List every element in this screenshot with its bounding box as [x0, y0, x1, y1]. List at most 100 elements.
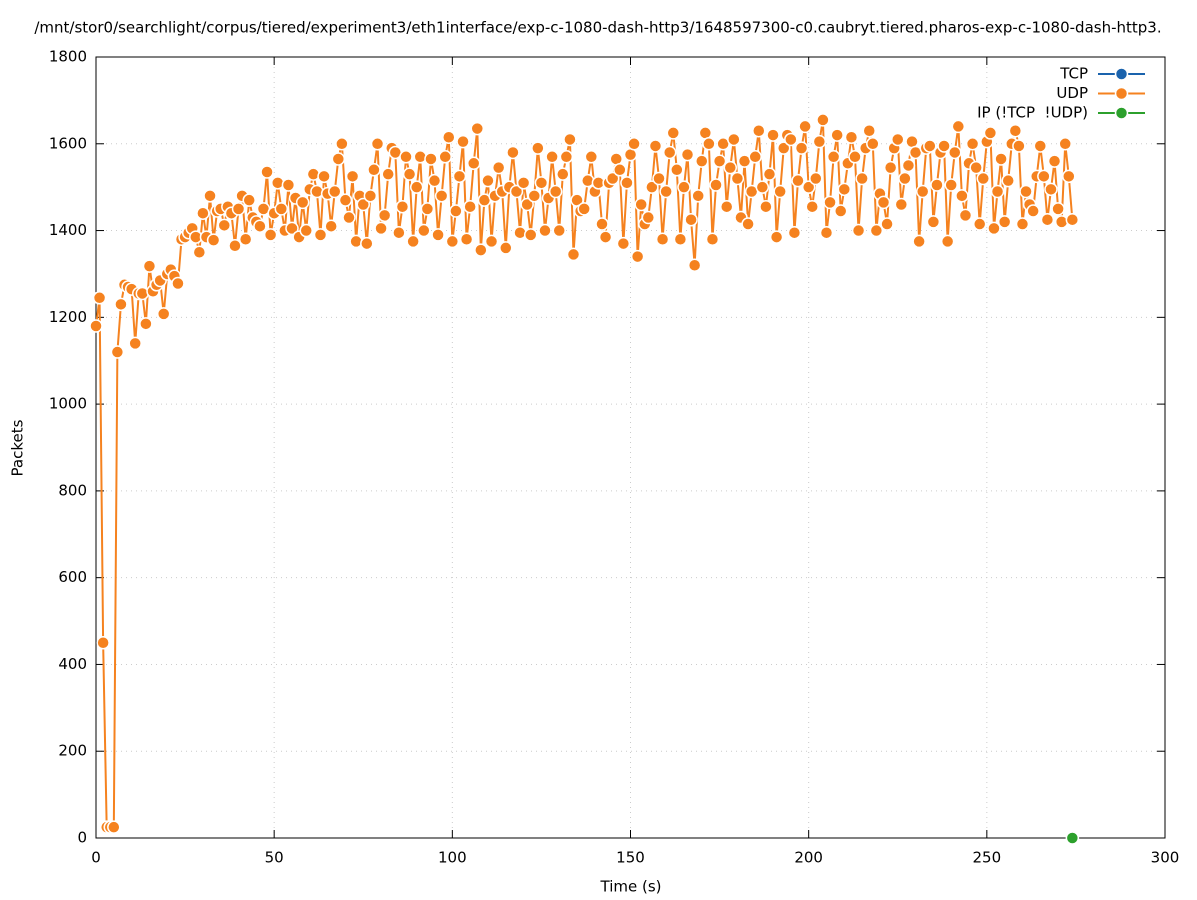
data-point [381, 167, 395, 181]
y-tick-label: 1200 [49, 308, 87, 326]
data-point [730, 171, 745, 186]
data-point [156, 307, 171, 321]
data-point [427, 173, 442, 188]
data-point [281, 178, 296, 192]
data-point [951, 119, 966, 134]
data-point [139, 317, 153, 331]
data-point [527, 189, 542, 203]
data-point [295, 195, 310, 210]
data-point [456, 134, 470, 149]
data-point [128, 336, 142, 351]
data-point [370, 137, 385, 151]
legend-entry: UDP [1056, 84, 1145, 102]
data-point [794, 141, 809, 155]
data-point [620, 176, 634, 190]
data-point [1012, 139, 1026, 153]
data-point [1026, 204, 1040, 218]
data-point [752, 124, 766, 138]
data-point [481, 173, 495, 188]
data-point [655, 232, 670, 246]
data-point [349, 234, 363, 249]
data-point [1040, 212, 1055, 227]
data-point [695, 154, 709, 168]
legend-label: UDP [1056, 84, 1088, 102]
legend-label: TCP [1059, 65, 1088, 83]
data-point [784, 132, 798, 147]
data-point [445, 234, 460, 249]
data-point [1015, 217, 1030, 231]
data-point [452, 169, 467, 184]
data-point [741, 217, 755, 231]
data-point [837, 182, 852, 197]
data-point [826, 150, 841, 164]
data-point [1065, 212, 1080, 227]
legend-entry: IP (!TCP !UDP) [977, 104, 1145, 122]
data-point [231, 202, 246, 216]
x-tick-label: 250 [973, 849, 1002, 867]
data-point [499, 241, 513, 255]
data-point [310, 184, 324, 199]
y-tick-label: 1600 [49, 134, 87, 152]
data-point [513, 225, 527, 240]
data-point [413, 150, 428, 164]
data-point [285, 221, 299, 236]
data-point [374, 221, 388, 236]
y-tick-label: 0 [77, 829, 87, 847]
data-point [755, 180, 770, 194]
data-point [719, 199, 734, 214]
data-point [363, 189, 378, 203]
data-point [217, 218, 232, 233]
data-point [449, 204, 463, 218]
data-point [666, 126, 681, 140]
data-point [812, 134, 827, 149]
data-point [915, 184, 930, 199]
plot-border [95, 56, 1166, 839]
data-point [605, 171, 620, 186]
data-point [484, 234, 499, 249]
data-point [926, 215, 941, 229]
data-point [627, 137, 641, 151]
data-point [830, 128, 844, 142]
data-point [898, 171, 912, 186]
data-point [748, 150, 762, 164]
data-point [1047, 154, 1062, 168]
data-point [559, 150, 574, 164]
data-point [940, 234, 955, 249]
x-tick-label: 150 [616, 849, 645, 867]
data-point [331, 152, 346, 166]
data-point [883, 160, 898, 175]
y-axis-label: Packets [9, 419, 27, 476]
data-point [406, 234, 420, 249]
data-point [534, 176, 549, 190]
legend-swatch-marker [1114, 86, 1129, 101]
data-point [930, 178, 944, 192]
data-point [463, 199, 477, 214]
x-axis-label: Time (s) [600, 878, 662, 896]
data-point [705, 232, 720, 246]
data-point [110, 345, 125, 359]
data-point [994, 152, 1008, 166]
data-point [923, 139, 937, 153]
data-point [894, 197, 909, 212]
data-point [402, 167, 417, 181]
data-point [420, 202, 435, 216]
data-point [801, 180, 816, 194]
data-point [107, 820, 121, 834]
x-tick-label: 300 [1151, 849, 1180, 867]
data-point [417, 223, 431, 238]
data-point [431, 228, 445, 242]
data-point [848, 150, 862, 164]
data-point [613, 163, 627, 177]
data-point [466, 156, 481, 171]
data-point [135, 286, 150, 301]
data-point [270, 176, 285, 190]
data-point [1019, 184, 1033, 199]
data-point [727, 132, 741, 147]
data-point [652, 171, 666, 186]
data-point [969, 160, 983, 175]
data-point [759, 199, 773, 214]
data-point [937, 139, 951, 153]
data-point [659, 184, 673, 199]
legend-swatch-marker [1114, 67, 1129, 81]
data-point [563, 132, 577, 147]
